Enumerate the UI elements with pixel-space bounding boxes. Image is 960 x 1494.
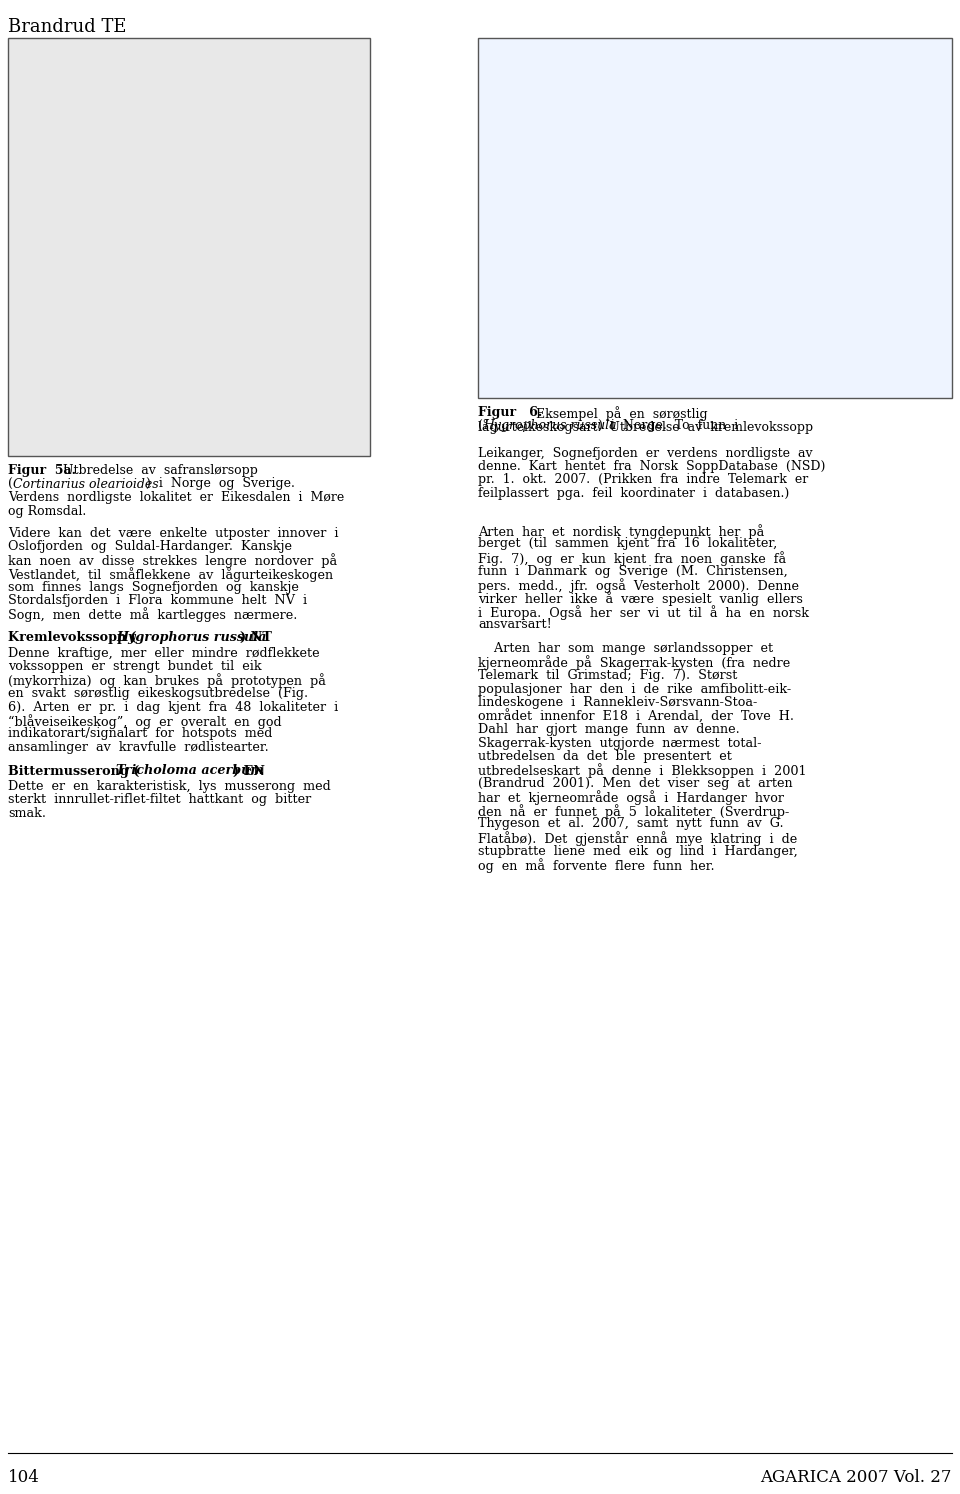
Text: Brandrud TE: Brandrud TE <box>8 18 127 36</box>
Text: Hygrophorus russula: Hygrophorus russula <box>116 630 266 644</box>
Text: utbredelsen  da  det  ble  presentert  et: utbredelsen da det ble presentert et <box>478 750 732 763</box>
Text: i  Europa.  Også  her  ser  vi  ut  til  å  ha  en  norsk: i Europa. Også her ser vi ut til å ha en… <box>478 605 809 620</box>
Text: (: ( <box>8 478 13 490</box>
Text: vokssoppen  er  strengt  bundet  til  eik: vokssoppen er strengt bundet til eik <box>8 660 262 672</box>
Text: denne.  Kart  hentet  fra  Norsk  SoppDatabase  (NSD): denne. Kart hentet fra Norsk SoppDatabas… <box>478 460 826 474</box>
Text: og  en  må  forvente  flere  funn  her.: og en må forvente flere funn her. <box>478 858 714 872</box>
Text: ansamlinger  av  kravfulle  rødlistearter.: ansamlinger av kravfulle rødlistearter. <box>8 741 269 754</box>
Text: Leikanger,  Sognefjorden  er  verdens  nordligste  av: Leikanger, Sognefjorden er verdens nordl… <box>478 447 812 460</box>
Text: den  nå  er  funnet  på  5  lokaliteter  (Sverdrup-: den nå er funnet på 5 lokaliteter (Sverd… <box>478 804 789 819</box>
Text: “blåveiseikeskog”,  og  er  overalt  en  god: “blåveiseikeskog”, og er overalt en god <box>8 714 281 729</box>
Text: ) NT: ) NT <box>240 630 272 644</box>
Text: Utbredelse  av  safranslørsopp: Utbredelse av safranslørsopp <box>63 465 258 477</box>
Text: Verdens  nordligste  lokalitet  er  Eikesdalen  i  Møre: Verdens nordligste lokalitet er Eikesdal… <box>8 492 345 503</box>
Text: ) EN: ) EN <box>233 765 265 777</box>
Text: (mykorrhiza)  og  kan  brukes  på  prototypen  på: (mykorrhiza) og kan brukes på prototypen… <box>8 674 325 689</box>
Text: berget  (til  sammen  kjent  fra  16  lokaliteter,: berget (til sammen kjent fra 16 lokalite… <box>478 538 778 550</box>
Text: feilplassert  pga.  feil  koordinater  i  databasen.): feilplassert pga. feil koordinater i dat… <box>478 487 789 500</box>
Text: )  i  Norge  og  Sverige.: ) i Norge og Sverige. <box>146 478 295 490</box>
Text: Kremlevokssopp (: Kremlevokssopp ( <box>8 630 136 644</box>
Text: Arten  har  som  mange  sørlandssopper  et: Arten har som mange sørlandssopper et <box>478 642 773 654</box>
Text: lindeskogene  i  Rannekleiv-Sørsvann-Stoa-: lindeskogene i Rannekleiv-Sørsvann-Stoa- <box>478 696 757 710</box>
Text: og Romsdal.: og Romsdal. <box>8 505 86 517</box>
Bar <box>8 37 370 456</box>
Text: pr.  1.  okt.  2007.  (Prikken  fra  indre  Telemark  er: pr. 1. okt. 2007. (Prikken fra indre Tel… <box>478 474 808 487</box>
Text: lågurteikeskogsart.  Utbredelse  av  kremlevokssopp: lågurteikeskogsart. Utbredelse av kremle… <box>478 420 813 435</box>
Text: Figur   6.: Figur 6. <box>478 406 542 418</box>
Text: funn  i  Danmark  og  Sverige  (M.  Christensen,: funn i Danmark og Sverige (M. Christense… <box>478 565 788 578</box>
Text: smak.: smak. <box>8 807 46 820</box>
Text: Sogn,  men  dette  må  kartlegges  nærmere.: Sogn, men dette må kartlegges nærmere. <box>8 608 298 623</box>
Text: kan  noen  av  disse  strekkes  lengre  nordover  på: kan noen av disse strekkes lengre nordov… <box>8 553 337 568</box>
Bar <box>478 37 952 397</box>
Text: )  i  Norge.  To  funn  i: ) i Norge. To funn i <box>598 420 738 432</box>
Text: har  et  kjerneområde  også  i  Hardanger  hvor: har et kjerneområde også i Hardanger hvo… <box>478 790 784 805</box>
Text: en  svakt  sørøstlig  eikeskogsutbredelse  (Fig.: en svakt sørøstlig eikeskogsutbredelse (… <box>8 687 308 701</box>
Text: som  finnes  langs  Sognefjorden  og  kanskje: som finnes langs Sognefjorden og kanskje <box>8 581 299 593</box>
Text: området  innenfor  E18  i  Arendal,  der  Tove  H.: området innenfor E18 i Arendal, der Tove… <box>478 710 794 723</box>
Text: Dahl  har  gjort  mange  funn  av  denne.: Dahl har gjort mange funn av denne. <box>478 723 740 737</box>
Text: Tricholoma acerbum: Tricholoma acerbum <box>116 765 264 777</box>
Text: 104: 104 <box>8 1469 40 1487</box>
Text: stupbratte  liene  med  eik  og  lind  i  Hardanger,: stupbratte liene med eik og lind i Harda… <box>478 844 798 858</box>
Text: utbredelseskart  på  denne  i  Blekksoppen  i  2001: utbredelseskart på denne i Blekksoppen i… <box>478 763 806 778</box>
Text: Eksempel  på  en  sørøstlig: Eksempel på en sørøstlig <box>536 406 708 421</box>
Text: AGARICA 2007 Vol. 27: AGARICA 2007 Vol. 27 <box>760 1469 952 1487</box>
Text: sterkt  innrullet-riflet-filtet  hattkant  og  bitter: sterkt innrullet-riflet-filtet hattkant … <box>8 793 311 807</box>
Text: indikatorart/signalart  for  hotspots  med: indikatorart/signalart for hotspots med <box>8 728 273 741</box>
Text: Oslofjorden  og  Suldal-Hardanger.  Kanskje: Oslofjorden og Suldal-Hardanger. Kanskje <box>8 539 292 553</box>
Text: Stordalsfjorden  i  Flora  kommune  helt  NV  i: Stordalsfjorden i Flora kommune helt NV … <box>8 595 307 607</box>
Text: Fig.  7),  og  er  kun  kjent  fra  noen  ganske  få: Fig. 7), og er kun kjent fra noen ganske… <box>478 551 786 566</box>
Text: Figur  5a.: Figur 5a. <box>8 465 76 477</box>
Text: Arten  har  et  nordisk  tyngdepunkt  her  på: Arten har et nordisk tyngdepunkt her på <box>478 524 764 539</box>
Text: pers.  medd.,  jfr.  også  Vesterholt  2000).  Denne: pers. medd., jfr. også Vesterholt 2000).… <box>478 578 799 593</box>
Text: Vestlandet,  til  småflekkene  av  lågurteikeskogen: Vestlandet, til småflekkene av lågurteik… <box>8 568 333 581</box>
Text: Cortinarius olearioides: Cortinarius olearioides <box>13 478 158 490</box>
Text: virker  heller  ikke  å  være  spesielt  vanlig  ellers: virker heller ikke å være spesielt vanli… <box>478 592 803 607</box>
Text: Skagerrak-kysten  utgjorde  nærmest  total-: Skagerrak-kysten utgjorde nærmest total- <box>478 737 761 750</box>
Text: Bittermusserong (: Bittermusserong ( <box>8 765 139 777</box>
Text: (Brandrud  2001).  Men  det  viser  seg  at  arten: (Brandrud 2001). Men det viser seg at ar… <box>478 777 793 790</box>
Text: Thygeson  et  al.  2007,  samt  nytt  funn  av  G.: Thygeson et al. 2007, samt nytt funn av … <box>478 817 783 831</box>
Text: populasjoner  har  den  i  de  rike  amfibolitt-eik-: populasjoner har den i de rike amfibolit… <box>478 683 791 696</box>
Text: 6).  Arten  er  pr.  i  dag  kjent  fra  48  lokaliteter  i: 6). Arten er pr. i dag kjent fra 48 loka… <box>8 701 338 714</box>
Text: ansvarsart!: ansvarsart! <box>478 619 552 632</box>
Text: Dette  er  en  karakteristisk,  lys  musserong  med: Dette er en karakteristisk, lys musseron… <box>8 780 331 793</box>
Text: kjerneområde  på  Skagerrak-kysten  (fra  nedre: kjerneområde på Skagerrak-kysten (fra ne… <box>478 656 790 671</box>
Text: Flatåbø).  Det  gjenstår  ennå  mye  klatring  i  de: Flatåbø). Det gjenstår ennå mye klatring… <box>478 831 797 846</box>
Text: Telemark  til  Grimstad;  Fig.  7).  Størst: Telemark til Grimstad; Fig. 7). Størst <box>478 669 737 681</box>
Text: Videre  kan  det  være  enkelte  utposter  innover  i: Videre kan det være enkelte utposter inn… <box>8 526 339 539</box>
Text: (: ( <box>478 420 483 432</box>
Text: Hygrophorus russula: Hygrophorus russula <box>483 420 616 432</box>
Text: Denne  kraftige,  mer  eller  mindre  rødflekkete: Denne kraftige, mer eller mindre rødflek… <box>8 647 320 659</box>
